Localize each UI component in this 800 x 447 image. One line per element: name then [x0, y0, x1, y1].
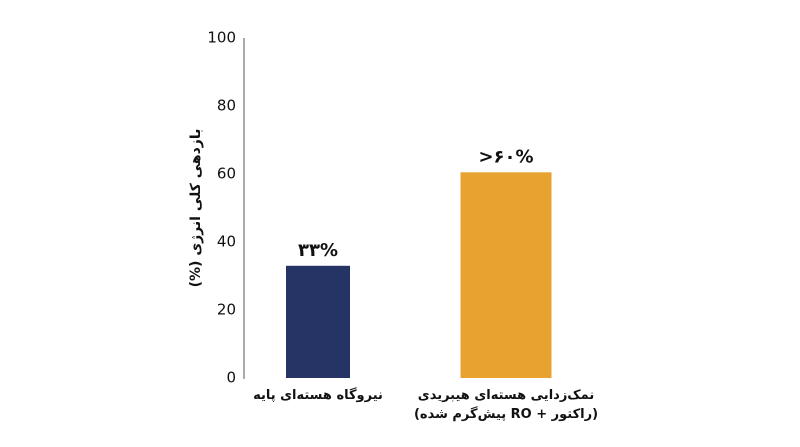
y-tick-label: 80 [217, 97, 236, 115]
y-axis-label: بازدهی کلی انرژی (%) [188, 129, 204, 288]
y-tick-label: 60 [217, 165, 236, 183]
x-tick-label: نمک‌زدایی هسته‌ای هیبریدی (راکتور + RO پ… [413, 388, 599, 422]
bar [286, 265, 350, 378]
y-tick-label: 40 [217, 233, 236, 251]
y-tick-label: 20 [217, 301, 236, 319]
y-tick-label: 100 [207, 29, 236, 47]
y-tick-label: 0 [226, 369, 236, 387]
value-label: >۶۰% [478, 146, 533, 167]
x-tick-label: نیروگاه هسته‌ای پایه [253, 388, 383, 403]
bar [460, 172, 552, 378]
value-label: ۳۳% [298, 240, 338, 261]
